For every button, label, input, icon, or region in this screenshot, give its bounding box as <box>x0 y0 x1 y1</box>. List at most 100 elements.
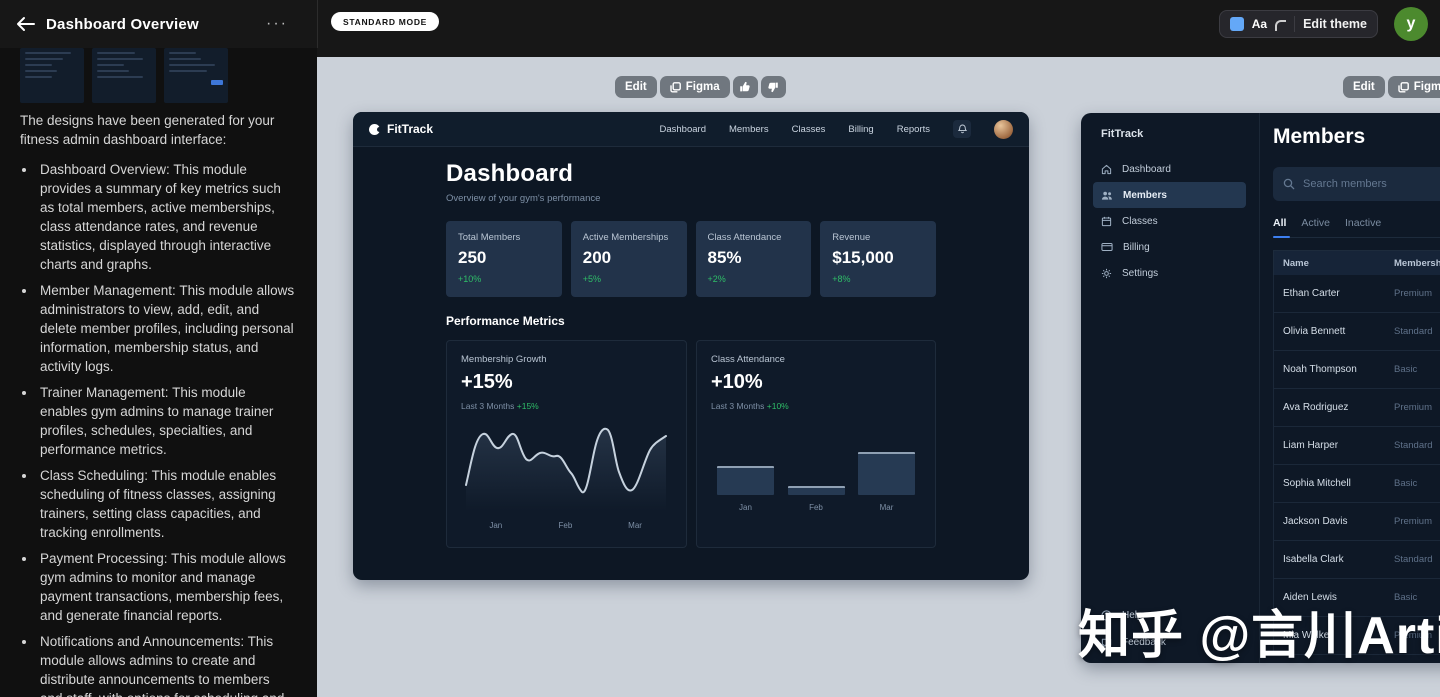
gear-icon <box>1101 268 1112 279</box>
table-row[interactable]: Olivia Bennett Standard <box>1273 313 1440 351</box>
bullet-trainer-management: Trainer Management: This module enables … <box>37 383 295 459</box>
design-thumbnails <box>20 48 295 103</box>
preview2-sidebar: FitTrack Dashboard Members Classes Billi… <box>1081 113 1260 663</box>
assistant-intro-text: The designs have been generated for your… <box>20 113 275 147</box>
sidebar-item-settings[interactable]: Settings <box>1093 260 1246 286</box>
dashboard-design-preview[interactable]: FitTrack Dashboard Members Classes Billi… <box>353 112 1029 580</box>
theme-color-swatch[interactable] <box>1229 17 1244 31</box>
metric-cards: Membership Growth +15% Last 3 Months +15… <box>446 340 936 548</box>
figma-export-button[interactable]: Figma <box>659 76 730 98</box>
font-sample-label[interactable]: Aa <box>1251 17 1268 31</box>
sidebar-item-help[interactable]: Help <box>1093 606 1246 624</box>
members-design-preview[interactable]: FitTrack Dashboard Members Classes Billi… <box>1081 113 1440 663</box>
search-placeholder: Search members <box>1303 178 1387 190</box>
home-icon <box>1101 164 1112 175</box>
table-row[interactable]: Liam Harper Standard <box>1273 427 1440 465</box>
edit-button[interactable]: Edit <box>1343 76 1385 98</box>
edit-button[interactable]: Edit <box>615 76 657 98</box>
sidebar-item-members[interactable]: Members <box>1093 182 1246 208</box>
table-row[interactable]: Aiden Lewis Basic <box>1273 579 1440 617</box>
more-options-icon[interactable]: ··· <box>266 15 288 32</box>
search-members-input[interactable]: Search members <box>1273 167 1440 201</box>
class-attendance-bar-chart <box>711 433 921 495</box>
member-filter-tabs: All Active Inactive <box>1273 217 1440 238</box>
topbar-divider <box>317 0 318 48</box>
thumbs-down-button[interactable] <box>760 76 786 98</box>
bullet-member-management: Member Management: This module allows ad… <box>37 281 295 376</box>
chat-sidebar: The designs have been generated for your… <box>0 48 317 697</box>
design-canvas: Edit Figma Edit Figma FitTrack <box>317 48 1440 697</box>
module-list: Dashboard Overview: This module provides… <box>20 160 295 697</box>
table-header: Name Membership <box>1273 250 1440 275</box>
tab-all[interactable]: All <box>1273 217 1287 229</box>
bullet-class-scheduling: Class Scheduling: This module enables sc… <box>37 466 295 542</box>
table-row[interactable]: Mia Walker Premium <box>1273 617 1440 655</box>
sidebar-item-feedback[interactable]: Feedback <box>1093 633 1246 651</box>
thumbs-up-button[interactable] <box>732 76 758 98</box>
top-bar: Dashboard Overview ··· STANDARD MODE Aa … <box>0 0 1440 48</box>
bullet-payment-processing: Payment Processing: This module allows g… <box>37 549 295 625</box>
page-title: Dashboard Overview <box>46 15 199 33</box>
preview1-toolbar: Edit Figma <box>615 76 786 98</box>
bullet-notifications: Notifications and Announcements: This mo… <box>37 632 295 697</box>
bar-mar <box>858 452 915 495</box>
figma-copy-icon <box>1398 81 1409 93</box>
class-attendance-card[interactable]: Class Attendance +10% Last 3 Months +10%… <box>696 340 936 548</box>
fittrack-logo-icon <box>369 123 382 135</box>
notifications-bell-icon[interactable] <box>953 120 971 138</box>
stat-active-memberships[interactable]: Active Memberships 200 +5% <box>570 221 687 297</box>
table-row[interactable]: Jackson Davis Premium <box>1273 503 1440 541</box>
performance-metrics-heading: Performance Metrics <box>446 314 565 328</box>
design-thumbnail-2[interactable] <box>92 48 156 103</box>
figma-copy-icon <box>670 81 681 93</box>
stat-class-attendance[interactable]: Class Attendance 85% +2% <box>695 221 812 297</box>
preview2-sidebar-footer: Help Feedback <box>1101 606 1246 651</box>
back-arrow-icon[interactable] <box>10 8 42 40</box>
membership-growth-card[interactable]: Membership Growth +15% Last 3 Months +15… <box>446 340 687 548</box>
members-title: Members <box>1273 125 1366 148</box>
design-thumbnail-3[interactable] <box>164 48 228 103</box>
bullet-dashboard-overview: Dashboard Overview: This module provides… <box>37 160 295 274</box>
theme-controls: Aa Edit theme <box>1218 10 1378 38</box>
preview1-subtitle: Overview of your gym's performance <box>446 193 601 204</box>
sidebar-item-billing[interactable]: Billing <box>1093 234 1246 260</box>
sidebar-item-classes[interactable]: Classes <box>1093 208 1246 234</box>
standard-mode-badge[interactable]: STANDARD MODE <box>331 12 440 31</box>
table-row[interactable]: Sophia Mitchell Basic <box>1273 465 1440 503</box>
corner-radius-icon[interactable] <box>1275 20 1287 31</box>
figma-export-button[interactable]: Figma <box>1387 76 1440 98</box>
bar-feb <box>787 486 845 495</box>
stat-cards: Total Members 250 +10% Active Membership… <box>446 221 936 297</box>
stat-revenue[interactable]: Revenue $15,000 +8% <box>820 221 936 297</box>
nav-reports[interactable]: Reports <box>896 123 930 135</box>
user-avatar[interactable]: y <box>1394 7 1428 41</box>
search-icon <box>1283 178 1295 190</box>
table-row[interactable]: Ava Rodriguez Premium <box>1273 389 1440 427</box>
help-circle-icon <box>1101 609 1112 621</box>
nav-classes[interactable]: Classes <box>791 123 826 135</box>
sidebar-item-dashboard[interactable]: Dashboard <box>1093 156 1246 182</box>
brand-name: FitTrack <box>1101 128 1144 140</box>
brand-name: FitTrack <box>387 122 434 136</box>
preview1-navbar: FitTrack Dashboard Members Classes Billi… <box>353 112 1029 147</box>
preview2-toolbar: Edit Figma <box>1343 76 1440 98</box>
message-square-icon <box>1101 637 1112 648</box>
table-row[interactable]: Ethan Carter Premium <box>1273 275 1440 313</box>
membership-growth-line-chart <box>461 419 672 511</box>
tab-active[interactable]: Active <box>1301 217 1331 229</box>
profile-avatar[interactable] <box>994 119 1013 139</box>
stat-total-members[interactable]: Total Members 250 +10% <box>446 221 562 297</box>
line-chart-month-labels: Jan Feb Mar <box>489 521 642 530</box>
nav-members[interactable]: Members <box>728 123 769 135</box>
design-thumbnail-1[interactable] <box>20 48 84 103</box>
users-icon <box>1101 190 1113 201</box>
edit-theme-button[interactable]: Edit theme <box>1303 17 1367 31</box>
tab-inactive[interactable]: Inactive <box>1345 217 1382 229</box>
nav-billing[interactable]: Billing <box>848 123 874 135</box>
table-row[interactable]: Noah Thompson Basic <box>1273 351 1440 389</box>
theme-separator <box>1294 16 1296 32</box>
bar-chart-month-labels: Jan Feb Mar <box>739 503 894 512</box>
preview2-main: Members Search members All Active Inacti… <box>1273 113 1440 663</box>
nav-dashboard[interactable]: Dashboard <box>659 123 706 135</box>
table-row[interactable]: Isabella Clark Standard <box>1273 541 1440 579</box>
